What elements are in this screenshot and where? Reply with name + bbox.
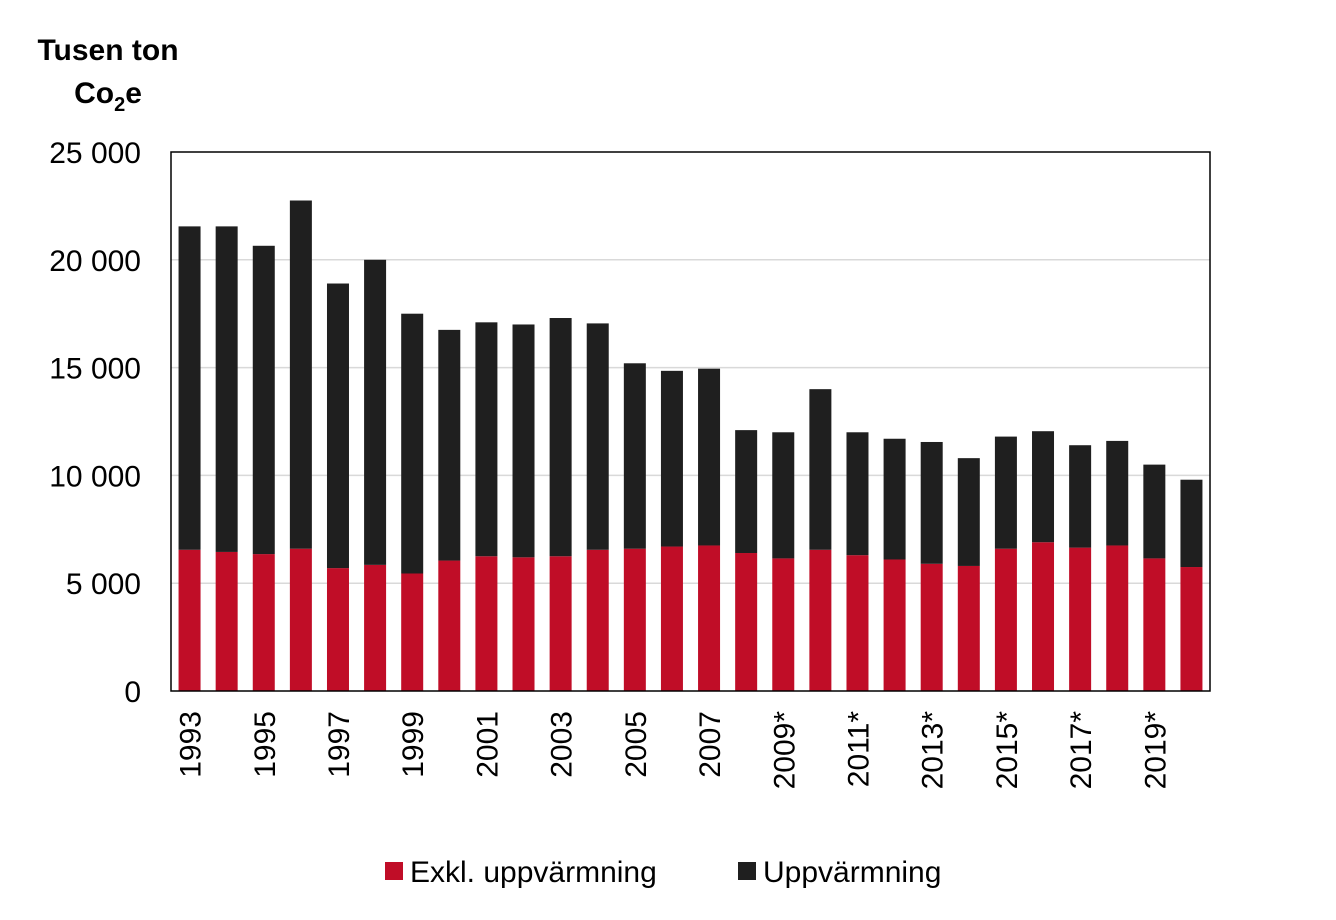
bar-segment-exkl-uppvarmning	[438, 560, 461, 691]
bar-segment-uppvarmning	[809, 389, 832, 550]
bar-segment-exkl-uppvarmning	[772, 558, 795, 691]
y-tick-label: 15 000	[49, 353, 141, 386]
bar-segment-exkl-uppvarmning	[512, 557, 535, 691]
y-axis-title-line2: Co2e	[74, 77, 142, 116]
bars	[178, 200, 1203, 691]
bar-segment-exkl-uppvarmning	[401, 573, 424, 691]
bar-segment-uppvarmning	[772, 432, 795, 559]
bar-segment-exkl-uppvarmning	[623, 548, 646, 691]
bar-segment-exkl-uppvarmning	[1032, 542, 1055, 691]
x-tick-label: 2019*	[1139, 711, 1172, 790]
x-tick-label: 1997	[323, 711, 356, 778]
bar-segment-exkl-uppvarmning	[364, 564, 387, 691]
bar-segment-uppvarmning	[1069, 445, 1092, 548]
bar-segment-uppvarmning	[289, 200, 312, 549]
y-tick-label: 10 000	[49, 460, 141, 493]
y-axis-title-suffix: e	[125, 77, 142, 110]
x-tick-label: 2009*	[768, 711, 801, 790]
x-tick-label: 1995	[249, 711, 282, 778]
bar-segment-uppvarmning	[994, 436, 1017, 549]
bar-segment-uppvarmning	[215, 226, 238, 552]
bar-segment-exkl-uppvarmning	[920, 563, 943, 691]
bar-segment-uppvarmning	[1106, 440, 1129, 546]
x-tick-label: 2001	[471, 711, 504, 778]
bar-segment-uppvarmning	[735, 430, 758, 554]
bar-segment-exkl-uppvarmning	[1106, 545, 1129, 691]
legend-label-exkl-uppvarmning: Exkl. uppvärmning	[410, 856, 657, 889]
x-tick-label: 2015*	[991, 711, 1024, 790]
y-tick-label: 20 000	[49, 245, 141, 278]
bar-segment-exkl-uppvarmning	[1180, 567, 1203, 691]
bar-segment-exkl-uppvarmning	[1143, 558, 1166, 691]
bar-segment-uppvarmning	[549, 318, 572, 557]
bar-segment-uppvarmning	[586, 323, 609, 550]
x-tick-label: 2011*	[842, 711, 875, 788]
x-tick-label: 2003	[546, 711, 579, 778]
bar-segment-exkl-uppvarmning	[586, 549, 609, 691]
y-axis-title-subscript: 2	[114, 94, 125, 116]
x-tick-label: 2017*	[1065, 711, 1098, 790]
bar-segment-uppvarmning	[475, 322, 498, 557]
y-tick-label: 5 000	[66, 568, 141, 601]
bar-segment-uppvarmning	[178, 226, 201, 550]
bar-segment-exkl-uppvarmning	[1069, 547, 1092, 691]
legend-label-uppvarmning: Uppvärmning	[763, 856, 941, 889]
bar-segment-exkl-uppvarmning	[957, 565, 980, 691]
bar-segment-uppvarmning	[512, 324, 535, 558]
bar-segment-exkl-uppvarmning	[994, 548, 1017, 691]
y-axis-title-line1: Tusen ton	[37, 34, 178, 67]
bar-segment-exkl-uppvarmning	[475, 556, 498, 691]
x-axis-tick-labels: 1993 1995 1997 1999 2001 2003 2005 2007 2009* 201…	[175, 711, 1173, 790]
gridlines	[171, 259, 1210, 584]
legend: Exkl. uppvärmning Uppvärmning	[385, 856, 941, 889]
y-axis-title: Tusen ton Co2e	[37, 34, 178, 116]
x-tick-label: 2013*	[917, 711, 950, 790]
legend-swatch-uppvarmning	[738, 862, 756, 880]
bar-segment-uppvarmning	[438, 329, 461, 561]
bar-segment-exkl-uppvarmning	[289, 548, 312, 691]
bar-segment-exkl-uppvarmning	[660, 546, 683, 691]
bar-segment-exkl-uppvarmning	[252, 554, 275, 691]
bar-segment-uppvarmning	[1143, 464, 1166, 559]
bar-segment-exkl-uppvarmning	[549, 556, 572, 691]
y-tick-label: 25 000	[49, 137, 141, 170]
bar-segment-uppvarmning	[660, 370, 683, 547]
bar-segment-exkl-uppvarmning	[698, 545, 721, 691]
bar-segment-exkl-uppvarmning	[326, 568, 349, 691]
legend-swatch-exkl-uppvarmning	[385, 862, 403, 880]
bar-segment-exkl-uppvarmning	[178, 549, 201, 691]
bar-segment-uppvarmning	[846, 432, 869, 556]
bar-segment-uppvarmning	[1180, 479, 1203, 568]
y-tick-label: 0	[124, 676, 141, 709]
bar-segment-uppvarmning	[698, 368, 721, 546]
bar-segment-uppvarmning	[364, 259, 387, 565]
y-axis-title-co: Co	[74, 77, 114, 110]
bar-segment-uppvarmning	[1032, 431, 1055, 543]
bar-segment-uppvarmning	[623, 363, 646, 549]
bar-segment-exkl-uppvarmning	[215, 551, 238, 691]
bar-segment-uppvarmning	[883, 438, 906, 560]
x-tick-label: 2005	[620, 711, 653, 778]
bar-segment-uppvarmning	[252, 245, 275, 555]
x-tick-label: 2007	[694, 711, 727, 778]
x-tick-label: 1993	[175, 711, 208, 778]
bar-segment-exkl-uppvarmning	[846, 555, 869, 691]
bar-segment-uppvarmning	[326, 283, 349, 569]
bar-segment-uppvarmning	[957, 458, 980, 566]
bar-segment-uppvarmning	[401, 313, 424, 574]
bar-segment-exkl-uppvarmning	[883, 559, 906, 691]
bar-segment-exkl-uppvarmning	[809, 549, 832, 691]
x-tick-label: 1999	[397, 711, 430, 778]
bar-segment-uppvarmning	[920, 441, 943, 564]
plot-frame	[170, 151, 1211, 692]
bar-segment-exkl-uppvarmning	[735, 553, 758, 691]
y-axis-tick-labels: 0 5 000 10 000 15 000 20 000 25 000	[49, 137, 141, 709]
